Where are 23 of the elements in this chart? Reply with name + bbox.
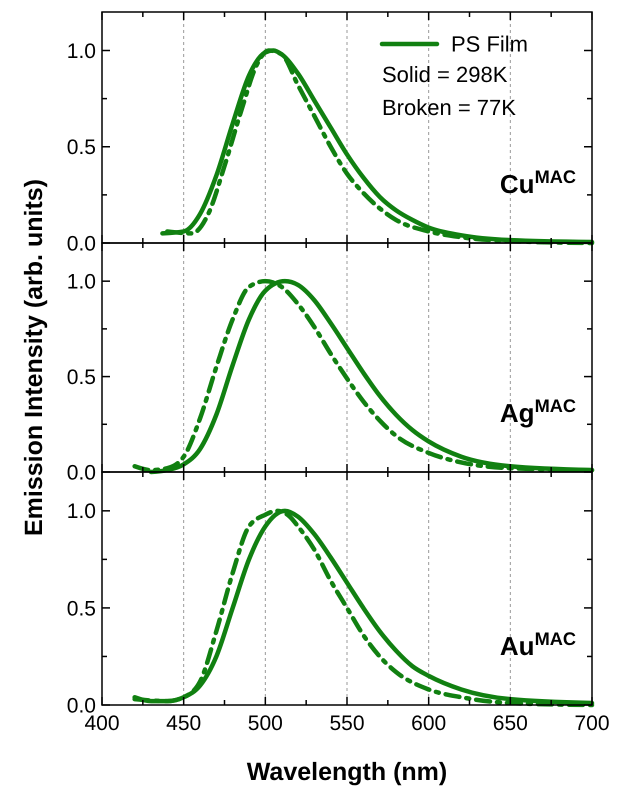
x-tick-label: 550 — [329, 712, 365, 735]
y-tick-label: 1.0 — [66, 270, 96, 294]
x-tick-label: 650 — [492, 712, 528, 735]
annotation: Solid = 298K — [382, 62, 508, 87]
annotation: Ag$^{MAC}$ — [500, 396, 576, 428]
y-tick-label: 0.0 — [66, 232, 96, 256]
y-tick-label: 0.5 — [66, 136, 96, 160]
annotation: Cu$^{MAC}$ — [500, 167, 576, 199]
x-axis-title: Wavelength (nm) — [246, 758, 448, 786]
annotation: Broken = 77K — [382, 95, 516, 120]
y-tick-label: 1.0 — [66, 500, 96, 524]
x-tick-label: 700 — [574, 712, 610, 735]
annotation: Au$^{MAC}$ — [500, 629, 576, 661]
y-tick-label: 0.0 — [66, 461, 96, 484]
y-tick-label: 0.5 — [66, 366, 96, 389]
x-tick-label: 500 — [248, 712, 283, 735]
x-tick-label: 450 — [166, 712, 202, 735]
y-axis-title: Emission Intensity (arb. units) — [20, 179, 48, 536]
y-tick-label: 0.5 — [66, 597, 96, 620]
x-tick-label: 400 — [84, 712, 120, 735]
y-tick-label: 1.0 — [66, 40, 96, 63]
x-tick-label: 600 — [411, 712, 446, 735]
legend-label: PS Film — [451, 32, 528, 57]
